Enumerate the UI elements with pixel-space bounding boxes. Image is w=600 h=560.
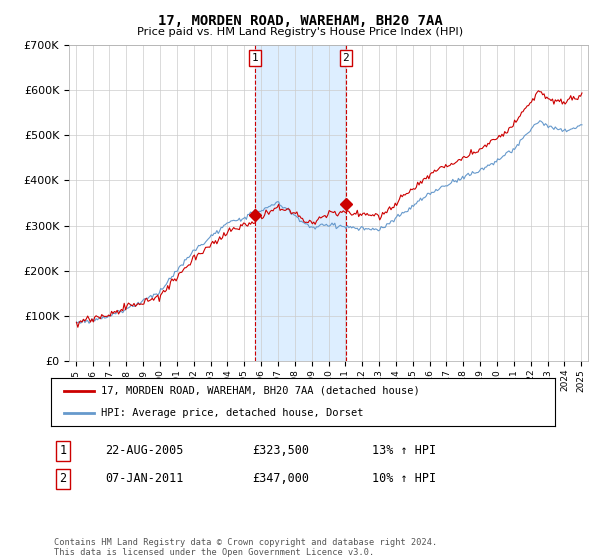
Text: 17, MORDEN ROAD, WAREHAM, BH20 7AA: 17, MORDEN ROAD, WAREHAM, BH20 7AA [158,14,442,28]
Text: £347,000: £347,000 [252,472,309,486]
Text: 13% ↑ HPI: 13% ↑ HPI [372,444,436,458]
Text: 1: 1 [59,444,67,458]
Text: £323,500: £323,500 [252,444,309,458]
Text: 22-AUG-2005: 22-AUG-2005 [105,444,184,458]
Text: 1: 1 [251,53,259,63]
Text: 10% ↑ HPI: 10% ↑ HPI [372,472,436,486]
Text: Price paid vs. HM Land Registry's House Price Index (HPI): Price paid vs. HM Land Registry's House … [137,27,463,37]
Text: HPI: Average price, detached house, Dorset: HPI: Average price, detached house, Dors… [101,408,364,418]
Text: 2: 2 [343,53,349,63]
Bar [255,45,346,361]
Text: Contains HM Land Registry data © Crown copyright and database right 2024.
This d: Contains HM Land Registry data © Crown c… [54,538,437,557]
Text: 07-JAN-2011: 07-JAN-2011 [105,472,184,486]
Text: 17, MORDEN ROAD, WAREHAM, BH20 7AA (detached house): 17, MORDEN ROAD, WAREHAM, BH20 7AA (deta… [101,386,420,396]
Text: 2: 2 [59,472,67,486]
